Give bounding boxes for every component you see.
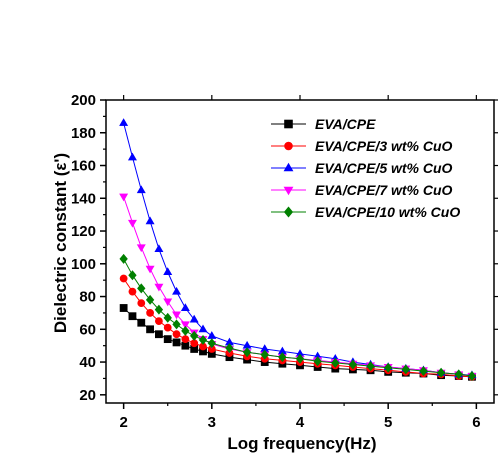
data-point [198, 324, 208, 333]
data-point [163, 335, 172, 344]
legend-marker [283, 162, 294, 172]
x-axis-label: Log frequency(Hz) [227, 434, 376, 453]
data-point [181, 335, 190, 344]
y-tick-label: 180 [71, 125, 96, 142]
legend-marker [284, 119, 293, 129]
data-point [467, 371, 477, 381]
data-point [127, 219, 137, 228]
data-point [146, 325, 154, 334]
data-point [154, 304, 164, 315]
data-point [313, 356, 322, 367]
data-point [181, 325, 190, 336]
data-point [260, 349, 269, 360]
data-point [189, 314, 199, 323]
data-point [225, 343, 234, 354]
data-point [137, 318, 146, 327]
data-point [154, 244, 164, 253]
series-5 [119, 253, 477, 381]
data-point [207, 331, 217, 339]
series-layer [119, 118, 477, 381]
data-point [145, 265, 155, 274]
data-point [207, 338, 216, 349]
data-point [136, 185, 146, 194]
y-tick-label: 160 [71, 158, 96, 175]
data-point [128, 270, 137, 281]
data-point [172, 311, 182, 320]
data-point [436, 367, 446, 378]
data-point [331, 357, 340, 368]
data-point [172, 319, 181, 330]
x-tick-label: 4 [296, 414, 305, 431]
legend-label: EVA/CPE [315, 116, 376, 132]
data-point [348, 359, 358, 370]
data-point [146, 309, 154, 317]
data-point [401, 364, 410, 375]
data-point [154, 283, 164, 292]
data-point [180, 321, 190, 330]
data-point [155, 317, 163, 326]
legend: EVA/CPE EVA/CPE/3 wt% CuO EVA/CPE/5 wt% Cu… [271, 116, 460, 220]
data-point [180, 303, 190, 312]
legend-label: EVA/CPE/7 wt% CuO [315, 182, 453, 198]
legend-label: EVA/CPE/3 wt% CuO [315, 138, 453, 154]
data-point [295, 353, 305, 364]
data-point [172, 338, 181, 347]
data-point [163, 267, 173, 275]
y-tick-label: 120 [71, 223, 96, 240]
data-point [278, 352, 287, 363]
data-point [384, 362, 393, 373]
data-point [454, 369, 463, 380]
data-point [242, 347, 252, 358]
data-point [127, 152, 137, 161]
data-point [190, 330, 199, 341]
data-point [366, 361, 375, 372]
data-point [172, 330, 181, 339]
x-axis-ticks: 2 3 4 5 6 [119, 95, 481, 431]
data-point [119, 253, 128, 264]
y-tick-label: 80 [79, 289, 96, 306]
x-tick-label: 5 [384, 414, 392, 431]
legend-marker [283, 206, 294, 218]
series-2 [119, 274, 476, 381]
y-tick-label: 20 [79, 387, 96, 404]
data-point [181, 341, 190, 350]
series-4 [119, 193, 477, 381]
data-point [119, 118, 129, 126]
y-axis-label: Dielectric constant (ε') [51, 153, 70, 333]
data-point [119, 193, 129, 202]
data-point [172, 286, 182, 295]
data-point [119, 274, 128, 283]
legend-label: EVA/CPE/5 wt% CuO [315, 160, 453, 176]
y-tick-label: 60 [79, 321, 96, 338]
data-point [145, 294, 155, 305]
data-point [128, 312, 137, 321]
data-point [137, 299, 146, 307]
series-line [123, 196, 473, 377]
data-point [136, 244, 146, 253]
legend-marker [284, 141, 293, 151]
y-tick-label: 100 [71, 256, 96, 273]
data-point [137, 283, 146, 294]
legend-label: EVA/CPE/10 wt% CuO [315, 204, 460, 220]
x-tick-label: 2 [119, 414, 127, 431]
data-point [163, 298, 173, 307]
y-tick-label: 140 [71, 190, 96, 207]
x-tick-label: 3 [208, 414, 216, 431]
data-point [145, 216, 155, 225]
data-point [163, 323, 172, 332]
data-point [163, 312, 172, 323]
data-point [119, 304, 128, 312]
x-tick-label: 6 [472, 414, 480, 431]
y-tick-label: 200 [71, 92, 96, 109]
data-point [198, 334, 208, 345]
data-point [155, 330, 163, 339]
data-point [128, 287, 137, 296]
y-axis-ticks: 20 40 60 80 100 120 140 160 180 200 [71, 92, 498, 404]
y-tick-label: 40 [79, 354, 96, 371]
data-point [419, 366, 428, 377]
legend-marker [283, 186, 294, 196]
